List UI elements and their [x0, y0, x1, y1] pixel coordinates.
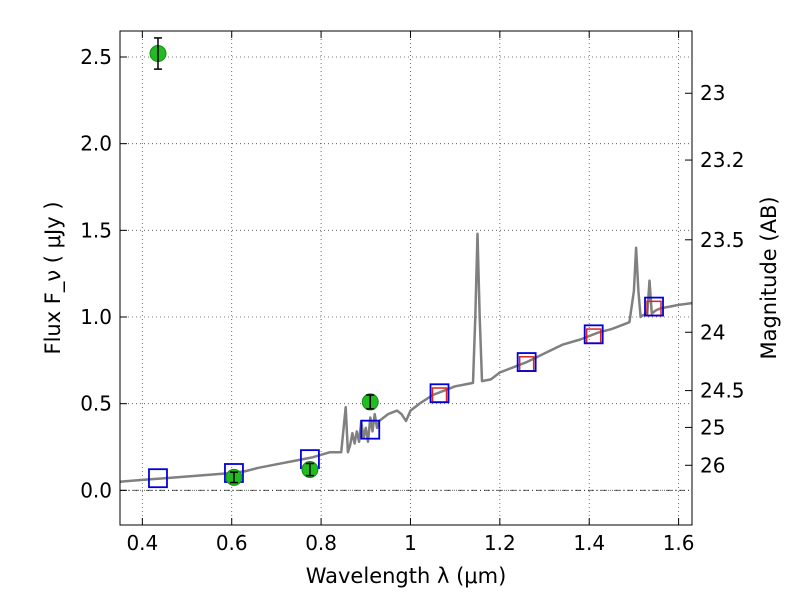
x-tick-label: 1.4	[573, 531, 605, 555]
mag-tick-label: 24.5	[700, 379, 745, 403]
mag-tick-label: 23	[700, 81, 725, 105]
grid-lines	[120, 31, 692, 525]
x-tick-label: 0.4	[126, 531, 158, 555]
x-tick-label: 1.6	[663, 531, 695, 555]
model-photometry-square	[644, 296, 664, 317]
model-spectrum-line	[119, 232, 693, 483]
mag-tick-label: 26	[700, 453, 725, 477]
model-photometry-square	[360, 419, 381, 440]
x-tick-label: 0.6	[216, 531, 248, 555]
y-tick-label: 0.0	[80, 478, 112, 502]
photometry-squares	[148, 296, 664, 489]
model-photometry-square	[583, 324, 604, 345]
observed-points	[149, 37, 379, 486]
y-tick-label: 0.5	[80, 392, 112, 416]
y-tick-label: 1.0	[80, 305, 112, 329]
y-axis-title: Flux F_ν ( μJy )	[41, 201, 66, 354]
y-tick-label: 2.5	[80, 45, 112, 69]
y-tick-label: 1.5	[80, 218, 112, 242]
model-photometry-square	[429, 383, 450, 404]
x-tick-label: 1	[404, 531, 417, 555]
x-tick-label: 0.8	[305, 531, 337, 555]
mag-tick-label: 23.5	[700, 228, 745, 252]
axis-ticks: 0.4 0.6 0.8 1 1.2 1.4 1.6 0.0 0.5 1.0 1.5 2.0 2.5 23 2…	[80, 31, 745, 555]
plot-frame	[119, 30, 693, 526]
model-spectrum	[119, 232, 693, 483]
right-axis-title: Magnitude (AB)	[757, 196, 781, 359]
model-photometry-square	[148, 468, 168, 489]
x-axis-title: Wavelength λ (μm)	[306, 564, 507, 588]
model-photometry-square	[516, 352, 537, 372]
mag-tick-label: 24	[700, 320, 725, 344]
x-tick-label: 1.2	[484, 531, 516, 555]
y-tick-label: 2.0	[80, 132, 112, 156]
mag-tick-label: 23.2	[700, 148, 745, 172]
mag-tick-label: 25	[700, 415, 725, 439]
